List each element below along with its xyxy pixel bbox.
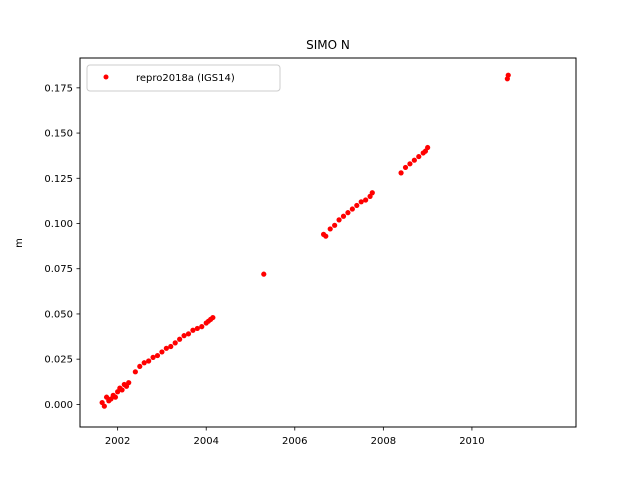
data-point — [137, 363, 143, 370]
data-point — [168, 343, 174, 350]
y-tick-label: 0.100 — [44, 219, 73, 230]
data-point — [119, 387, 125, 393]
y-axis: 0.000 0.025 0.050 0.075 0.100 0.125 0.150 0.175 — [44, 83, 80, 411]
x-tick-label: 2004 — [193, 436, 218, 447]
x-tick-label: 2008 — [371, 436, 396, 447]
data-point — [261, 271, 267, 277]
data-point — [126, 380, 132, 386]
data-point — [181, 333, 187, 339]
data-point — [345, 210, 351, 216]
data-point — [327, 226, 333, 232]
data-point — [150, 354, 156, 360]
data-point — [402, 164, 409, 171]
data-points — [99, 72, 511, 409]
data-point — [340, 213, 347, 219]
data-point — [407, 161, 413, 167]
data-point — [146, 358, 152, 364]
y-axis-title: m — [14, 238, 25, 248]
y-tick-label: 0.175 — [44, 83, 73, 94]
data-point — [190, 327, 196, 333]
y-tick-label: 0.000 — [44, 400, 73, 411]
data-point — [141, 360, 147, 366]
x-tick-label: 2002 — [105, 436, 130, 447]
y-tick-label: 0.075 — [44, 264, 73, 275]
data-point — [336, 217, 342, 223]
data-point — [323, 233, 329, 239]
data-point — [210, 314, 216, 321]
data-point — [154, 352, 161, 359]
x-tick-label: 2010 — [459, 436, 484, 447]
data-point — [411, 157, 417, 163]
legend-box — [86, 64, 281, 92]
data-point — [194, 325, 200, 332]
data-point — [398, 170, 404, 176]
data-point — [185, 331, 192, 337]
data-point — [159, 349, 165, 355]
data-point — [354, 202, 360, 209]
y-tick-label: 0.150 — [44, 129, 73, 140]
x-tick-label: 2006 — [282, 436, 307, 447]
data-point — [172, 340, 178, 346]
legend: repro2018a (IGS14) — [86, 64, 281, 92]
x-axis: 2002 2004 2006 2008 2010 — [105, 427, 485, 447]
data-point — [163, 345, 169, 351]
data-point — [425, 144, 431, 151]
data-point — [199, 324, 205, 330]
y-tick-label: 0.025 — [44, 355, 73, 366]
data-point — [112, 394, 119, 400]
data-point — [101, 403, 107, 409]
y-tick-label: 0.050 — [44, 309, 73, 320]
chart-title: SIMO N — [306, 38, 350, 52]
y-tick-label: 0.125 — [44, 174, 73, 185]
data-point — [505, 72, 511, 78]
data-point — [349, 206, 355, 212]
plot-frame — [79, 57, 577, 428]
data-point — [358, 199, 364, 205]
data-point — [177, 336, 183, 342]
data-point — [363, 197, 369, 203]
legend-label: repro2018a (IGS14) — [136, 73, 235, 84]
data-point — [369, 190, 375, 196]
data-point — [332, 222, 338, 228]
data-point — [132, 369, 138, 375]
legend-marker — [103, 74, 109, 80]
data-point — [416, 153, 422, 160]
